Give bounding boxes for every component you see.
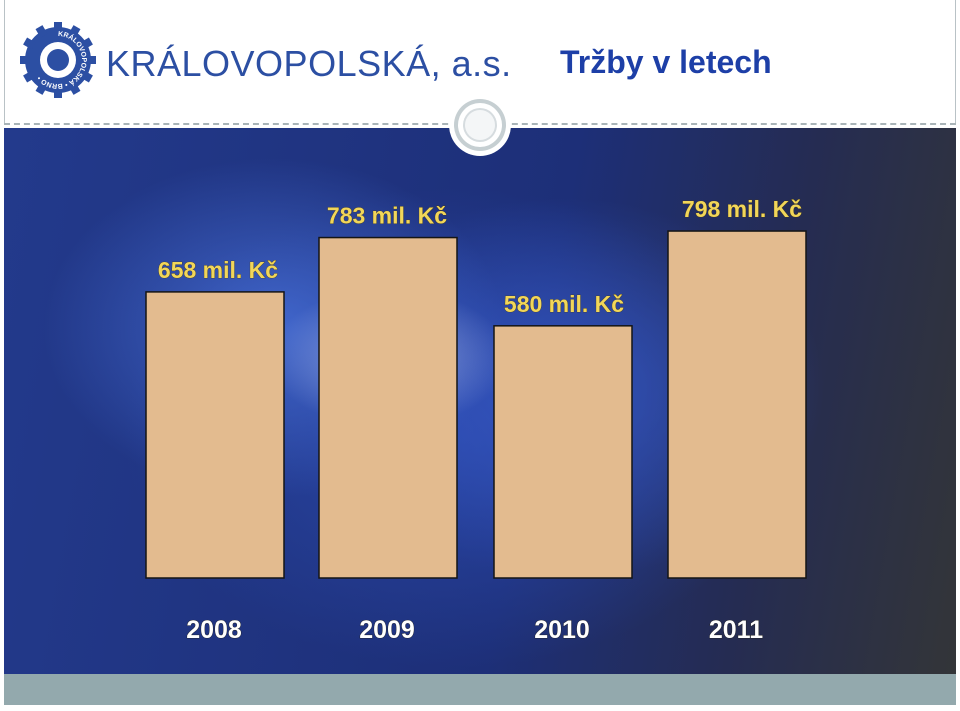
x-tick-label-2008: 2008	[186, 616, 242, 644]
data-label-2011: 798 mil. Kč	[682, 196, 802, 222]
data-label-2010: 580 mil. Kč	[504, 291, 624, 317]
company-name: KRÁLOVOPOLSKÁ, a.s.	[106, 43, 512, 84]
header-frame-right	[955, 0, 956, 125]
x-tick-label-2009: 2009	[359, 616, 415, 644]
bar-2010	[493, 325, 633, 579]
data-label-2009: 783 mil. Kč	[327, 203, 447, 229]
chart-panel: 658 mil. Kč 2008 783 mil. Kč 2009 580 mil. K…	[4, 128, 956, 674]
bar-chart: 658 mil. Kč 2008 783 mil. Kč 2009 580 mil. K…	[145, 196, 807, 644]
data-label-2008: 658 mil. Kč	[158, 257, 278, 283]
bar-2011	[667, 230, 807, 579]
x-tick-label-2011: 2011	[709, 616, 763, 644]
divider-circle-ornament	[449, 94, 511, 156]
x-tick-label-2010: 2010	[534, 616, 590, 644]
footer-bar	[4, 674, 956, 705]
company-logo-gear-icon: KRÁLOVOPOLSKÁ • BRNO •	[20, 22, 96, 98]
page-title: Tržby v letech	[560, 44, 772, 80]
bar-2008	[145, 291, 285, 579]
header-frame-left	[4, 0, 5, 125]
bar-2009	[318, 236, 458, 579]
